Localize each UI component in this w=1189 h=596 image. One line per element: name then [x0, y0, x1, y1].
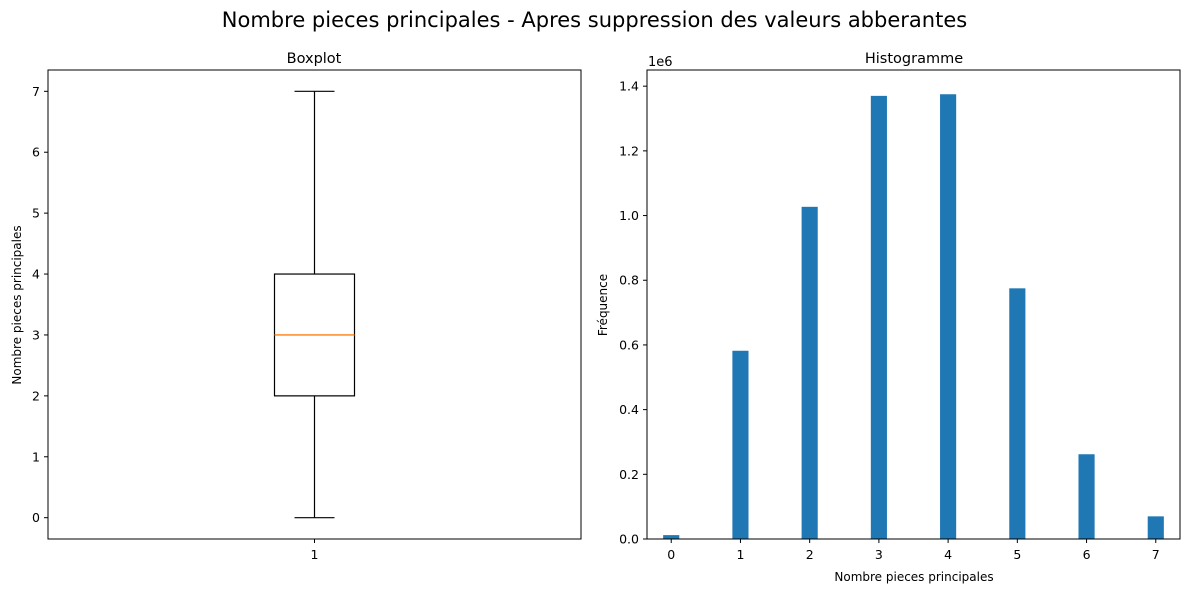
histogram-x-tick-label: 6: [1083, 547, 1091, 562]
boxplot-y-axis-label: Nombre pieces principales: [10, 225, 24, 384]
histogram-y-tick-label: 0.2: [619, 467, 639, 482]
histogram-x-tick-label: 7: [1152, 547, 1160, 562]
histogram-bar: [732, 350, 749, 539]
histogram-x-tick-label: 2: [806, 547, 814, 562]
histogram-y-axis-label: Fréquence: [596, 274, 610, 336]
boxplot-y-tick-label: 2: [32, 388, 40, 403]
boxplot-y-tick-label: 1: [32, 449, 40, 464]
boxplot-y-tick-label: 0: [32, 510, 40, 525]
histogram-y-tick-label: 0.6: [619, 337, 639, 352]
histogram-y-tick-label: 0.4: [619, 402, 639, 417]
boxplot-y-tick-label: 4: [32, 267, 40, 282]
histogram-x-tick-label: 0: [667, 547, 675, 562]
histogram-x-tick-label: 1: [736, 547, 744, 562]
histogram-x-axis-label: Nombre pieces principales: [834, 570, 993, 584]
histogram-y-tick-label: 1.0: [619, 208, 639, 223]
histogram-bar: [663, 535, 680, 539]
histogram-bar: [801, 206, 818, 540]
boxplot-title: Boxplot: [287, 51, 342, 67]
histogram-y-tick-label: 1.4: [619, 79, 639, 94]
boxplot-y-tick-label: 3: [32, 327, 40, 342]
histogram-y-tick-label: 0.0: [619, 532, 639, 547]
histogram-bar: [1009, 288, 1026, 539]
histogram-bar: [870, 95, 887, 540]
histogram-bar: [940, 94, 957, 540]
boxplot-y-tick-label: 6: [32, 145, 40, 160]
histogram-x-tick-label: 3: [875, 547, 883, 562]
histogram-x-tick-label: 5: [1013, 547, 1021, 562]
figure-suptitle: Nombre pieces principales - Apres suppre…: [222, 8, 967, 32]
histogram-axes-frame: [646, 69, 1181, 540]
boxplot-panel: Boxplot Nombre pieces principales 0 1 2 3 4 5…: [10, 51, 582, 562]
histogram-bar: [1147, 516, 1164, 539]
histogram-offset-label: 1e6: [648, 55, 673, 70]
histogram-panel: Histogramme 1e6 Fréquence Nombre pieces …: [596, 51, 1181, 584]
histogram-bar: [1078, 454, 1095, 539]
histogram-title: Histogramme: [865, 51, 963, 67]
boxplot-x-tick-label: 1: [311, 547, 319, 562]
histogram-x-tick-label: 4: [944, 547, 952, 562]
boxplot-y-tick-label: 5: [32, 206, 40, 221]
boxplot-axes-frame: [47, 69, 582, 540]
histogram-y-tick-label: 0.8: [619, 273, 639, 288]
boxplot-y-tick-label: 7: [32, 84, 40, 99]
histogram-y-tick-label: 1.2: [619, 143, 639, 158]
